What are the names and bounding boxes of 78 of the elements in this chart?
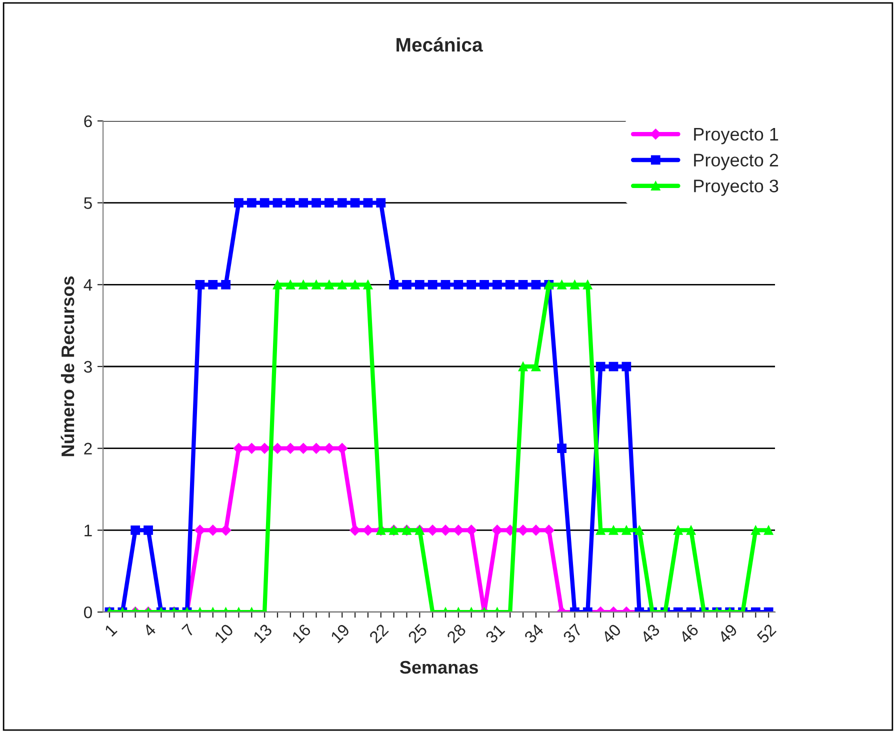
point [246,198,256,208]
point [428,280,438,290]
y-tick-label: 1 [84,524,92,536]
point [337,280,347,290]
point [596,362,606,372]
point [531,280,541,290]
point [622,362,632,372]
y-tick-label: 3 [84,360,92,373]
point [518,362,528,372]
point [272,198,282,208]
x-tick-label: 10 [214,623,234,644]
x-tick-label: 52 [756,623,777,644]
x-tick-label: 46 [678,623,700,644]
y-tick-label: 6 [84,115,92,128]
point [272,280,282,290]
y-tick-label: 0 [84,606,92,618]
x-tick-label: 4 [142,623,156,638]
point [233,442,244,454]
y-tick-label: 2 [84,442,92,454]
point [389,280,398,290]
point [336,442,348,454]
point [272,442,283,454]
x-tick-label: 13 [252,623,273,644]
point [350,198,360,208]
point [454,280,464,290]
point [480,280,489,290]
legend-label: Proyecto 1 [694,128,778,144]
x-tick-label: 25 [407,623,428,644]
y-tick-label: 4 [84,279,92,291]
point [505,280,515,290]
point [195,280,205,290]
point [363,198,373,208]
x-tick-label: 22 [368,623,389,644]
x-tick-label: 40 [600,623,622,644]
x-tick-label: 1 [104,623,118,637]
x-axis-title: Semanas [400,660,478,674]
x-tick-label: 31 [484,623,506,644]
x-tick-label: 28 [446,623,467,644]
x-tick-label: 37 [562,623,583,644]
x-tick-label: 7 [182,623,195,637]
point [402,280,412,290]
point [518,280,528,290]
legend-label: Proyecto 3 [694,180,778,196]
chart-title: Mecánica [396,37,483,52]
point [324,280,334,290]
point [298,198,308,208]
point [310,442,322,454]
point [286,198,296,208]
y-axis-title: Número de Recursos [60,276,74,456]
x-tick-label: 19 [330,623,350,644]
point [440,280,450,290]
point [260,198,270,208]
point [286,280,296,290]
x-tick-label: 43 [640,623,660,644]
point [312,198,321,208]
point [570,280,580,290]
x-tick-label: 34 [524,623,544,644]
point [221,280,230,290]
x-tick-label: 16 [291,623,312,644]
point [350,280,360,290]
legend-label: Proyecto 2 [694,154,778,170]
point [557,280,566,290]
point [582,280,592,290]
point [376,198,386,208]
point [298,280,308,290]
point [337,198,347,208]
point [492,280,502,290]
point [312,280,321,290]
point [557,444,566,454]
point [234,198,244,208]
point [608,362,618,372]
y-tick-label: 5 [84,197,92,209]
point [324,198,334,208]
point [414,280,424,290]
x-tick-label: 49 [717,623,738,644]
point [466,280,476,290]
point [208,280,218,290]
point [363,280,373,290]
